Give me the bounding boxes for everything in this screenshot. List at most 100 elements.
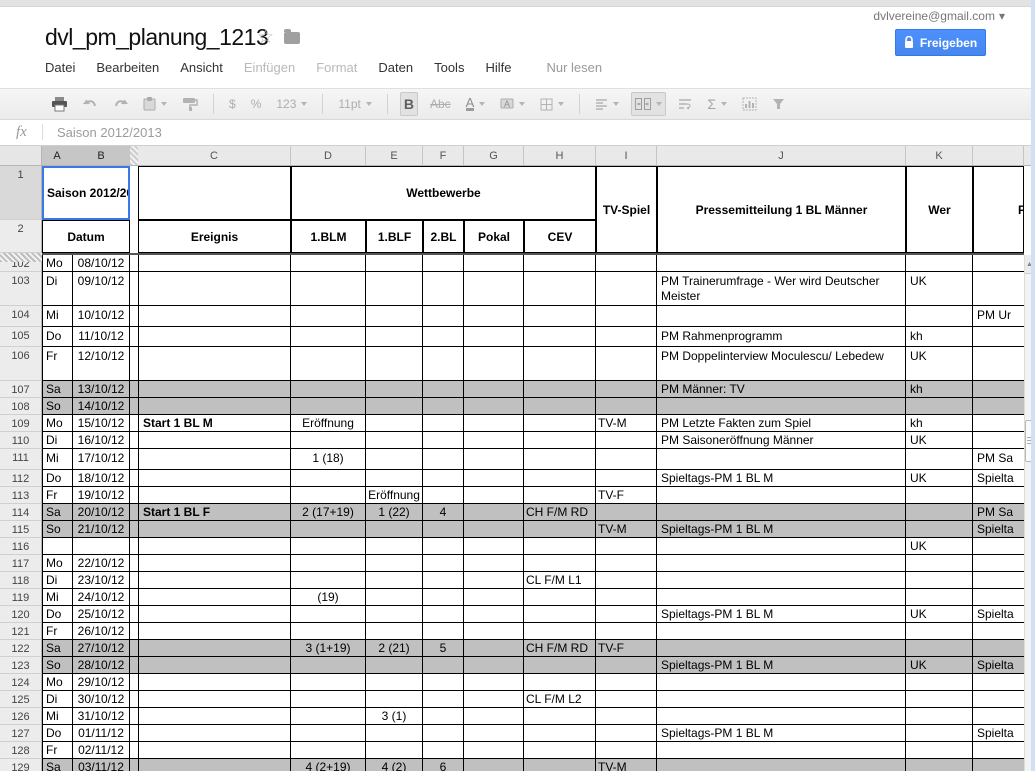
- cell-l-123[interactable]: Spielta: [977, 658, 1014, 672]
- cell-i-129[interactable]: TV-M: [596, 759, 657, 771]
- menu-item[interactable]: Tools: [434, 59, 465, 75]
- cell-h-112[interactable]: [524, 470, 596, 486]
- cell-e-121[interactable]: [366, 623, 423, 639]
- row-header-119[interactable]: 119: [0, 589, 42, 606]
- column-header-G[interactable]: G: [464, 146, 524, 166]
- cell-j-116[interactable]: [657, 538, 906, 554]
- cell-l-113[interactable]: [973, 487, 1024, 503]
- cell-l-103[interactable]: [973, 272, 1024, 305]
- cell-date-111[interactable]: 17/10/12: [73, 449, 130, 469]
- cell-e-110[interactable]: [366, 432, 423, 448]
- column-header-I[interactable]: I: [596, 146, 657, 166]
- cell-k-108[interactable]: [906, 398, 973, 414]
- strikethrough-button[interactable]: Abc: [429, 97, 451, 111]
- cell-i-113[interactable]: TV-F: [596, 487, 657, 503]
- cell-l-114[interactable]: PM Sa: [977, 505, 1014, 519]
- cell-day-104[interactable]: Mi: [42, 306, 73, 326]
- cell-date-128[interactable]: 02/11/12: [73, 742, 130, 758]
- cell-e-113[interactable]: Eröffnung: [366, 487, 423, 503]
- cell-e-118[interactable]: [366, 572, 423, 588]
- cell-k-125[interactable]: [906, 691, 973, 707]
- column-header-A[interactable]: A: [42, 146, 73, 166]
- cell-j-113[interactable]: [657, 487, 906, 503]
- select-all-corner[interactable]: [0, 146, 42, 166]
- cell-c-113[interactable]: [138, 487, 291, 503]
- cell-date-122[interactable]: 27/10/12: [73, 640, 130, 656]
- row-header-116[interactable]: 116: [0, 538, 42, 555]
- cell-c-125[interactable]: [138, 691, 291, 707]
- cell-j-128[interactable]: [657, 742, 906, 758]
- cell-date-120[interactable]: 25/10/12: [73, 606, 130, 622]
- cell-1blm[interactable]: 1.BLM: [291, 220, 366, 253]
- cell-day-109[interactable]: Mo: [42, 415, 73, 431]
- cell-date-103[interactable]: 09/10/12: [73, 272, 130, 305]
- cell-day-125[interactable]: Di: [42, 691, 73, 707]
- cell-f-105[interactable]: [423, 327, 464, 346]
- cell-c-129[interactable]: [138, 759, 291, 771]
- cell-g-120[interactable]: [464, 606, 524, 622]
- folder-icon[interactable]: [284, 29, 300, 44]
- cell-h-116[interactable]: [524, 538, 596, 554]
- cell-k-111[interactable]: [906, 449, 973, 469]
- cell-date-123[interactable]: 28/10/12: [73, 657, 130, 673]
- fill-color-button[interactable]: A: [497, 93, 528, 115]
- cell-l-128[interactable]: [973, 742, 1024, 758]
- cell-j-117[interactable]: [657, 555, 906, 571]
- cell-date-116[interactable]: [73, 538, 130, 554]
- cell-k-121[interactable]: [906, 623, 973, 639]
- row-header-120[interactable]: 120: [0, 606, 42, 623]
- cell-e-102[interactable]: [366, 255, 423, 271]
- cell-h-107[interactable]: [524, 381, 596, 397]
- cell-g-107[interactable]: [464, 381, 524, 397]
- cell-g-122[interactable]: [464, 640, 524, 656]
- cell-j-107[interactable]: PM Männer: TV: [657, 381, 906, 397]
- cell-d-104[interactable]: [291, 306, 366, 326]
- cell-e-117[interactable]: [366, 555, 423, 571]
- cell-date-106[interactable]: 12/10/12: [73, 347, 130, 380]
- cell-l-105[interactable]: [973, 327, 1024, 346]
- bold-button[interactable]: B: [399, 92, 418, 116]
- cell-g-121[interactable]: [464, 623, 524, 639]
- filter-button[interactable]: [769, 93, 788, 115]
- cell-h-121[interactable]: [524, 623, 596, 639]
- cell-d-111[interactable]: 1 (18): [291, 449, 366, 469]
- cell-j-119[interactable]: [657, 589, 906, 605]
- cell-i-115[interactable]: TV-M: [596, 521, 657, 537]
- cell-e-109[interactable]: [366, 415, 423, 431]
- cell-j-112[interactable]: Spieltags-PM 1 BL M: [657, 470, 906, 486]
- cell-c-108[interactable]: [138, 398, 291, 414]
- cell-c-126[interactable]: [138, 708, 291, 724]
- cell-k-109[interactable]: kh: [906, 415, 973, 431]
- cell-d-114[interactable]: 2 (17+19): [291, 504, 366, 520]
- cell-f-110[interactable]: [423, 432, 464, 448]
- cell-g-115[interactable]: [464, 521, 524, 537]
- row-header-121[interactable]: 121: [0, 623, 42, 640]
- cell-f-125[interactable]: [423, 691, 464, 707]
- cell-c-116[interactable]: [138, 538, 291, 554]
- cell-day-120[interactable]: Do: [42, 606, 73, 622]
- cell-g-106[interactable]: [464, 347, 524, 380]
- cell-e-114[interactable]: 1 (22): [366, 504, 423, 520]
- cell-i-123[interactable]: [596, 657, 657, 673]
- cell-d-112[interactable]: [291, 470, 366, 486]
- cell-h-128[interactable]: [524, 742, 596, 758]
- cell-k-120[interactable]: UK: [906, 606, 973, 622]
- cell-h-117[interactable]: [524, 555, 596, 571]
- cell-l-115[interactable]: Spielta: [977, 522, 1014, 536]
- cell-day-113[interactable]: Fr: [42, 487, 73, 503]
- cell-1blf[interactable]: 1.BLF: [366, 220, 423, 253]
- cell-date-113[interactable]: 19/10/12: [73, 487, 130, 503]
- row-header-105[interactable]: 105: [0, 327, 42, 347]
- row-header-118[interactable]: 118: [0, 572, 42, 589]
- cell-j-108[interactable]: [657, 398, 906, 414]
- cell-k-115[interactable]: [906, 521, 973, 537]
- cell-2bl[interactable]: 2.BL: [423, 220, 464, 253]
- cell-f-113[interactable]: [423, 487, 464, 503]
- cell-d-116[interactable]: [291, 538, 366, 554]
- cell-i-121[interactable]: [596, 623, 657, 639]
- cell-j-121[interactable]: [657, 623, 906, 639]
- cell-date-102[interactable]: 08/10/12: [73, 255, 130, 271]
- cell-day-123[interactable]: So: [42, 657, 73, 673]
- cell-l-125[interactable]: [973, 691, 1024, 707]
- cell-c-119[interactable]: [138, 589, 291, 605]
